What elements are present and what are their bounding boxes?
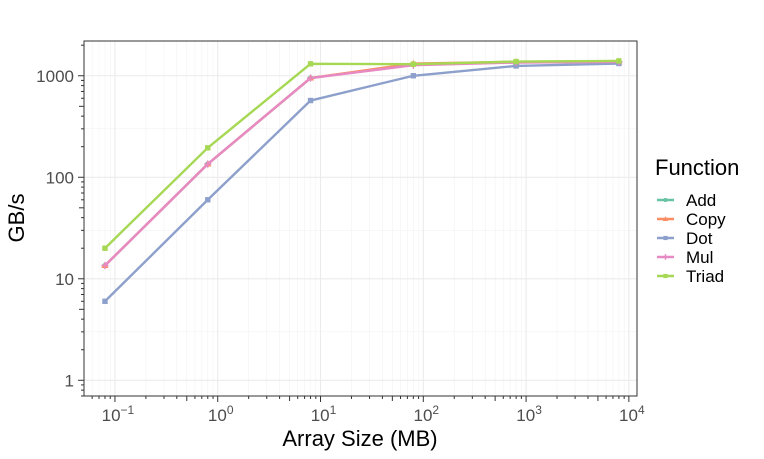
legend-label-add: Add xyxy=(686,191,716,210)
panel-border xyxy=(83,40,638,397)
data-point-triad xyxy=(307,61,314,67)
y-tick-label: 10 xyxy=(55,270,74,289)
data-point-mul xyxy=(101,261,109,270)
legend-key-marker-dot xyxy=(663,235,668,241)
legend-item-copy: Copy xyxy=(657,210,726,229)
legend-item-add: Add xyxy=(657,191,716,210)
data-point-triad xyxy=(205,145,211,151)
series-line-copy xyxy=(104,60,619,267)
series-triad xyxy=(102,58,622,251)
legend-key-marker-triad xyxy=(663,273,668,279)
grid-layer xyxy=(84,41,637,396)
legend-key-marker-mul xyxy=(662,254,669,260)
data-point-mul xyxy=(204,160,212,168)
legend-item-mul: Mul xyxy=(657,248,713,267)
series-layer xyxy=(101,58,623,304)
data-point-triad xyxy=(102,245,108,251)
data-point-dot xyxy=(307,97,314,104)
legend-label-triad: Triad xyxy=(686,267,724,286)
legend-label-dot: Dot xyxy=(686,229,713,248)
legend-item-triad: Triad xyxy=(657,267,724,286)
data-point-dot xyxy=(410,73,417,79)
x-tick-label: 100 xyxy=(208,403,234,425)
series-add xyxy=(102,58,622,269)
series-line-dot xyxy=(104,62,619,303)
series-line-triad xyxy=(104,59,619,250)
x-tick-label: 101 xyxy=(311,403,337,425)
legend-item-dot: Dot xyxy=(657,229,713,248)
y-tick-label: 100 xyxy=(46,168,74,187)
legend-key-marker-copy xyxy=(662,216,669,221)
data-point-triad xyxy=(616,58,622,64)
data-point-dot xyxy=(205,197,211,203)
y-tick-label: 1 xyxy=(65,371,74,390)
series-line-add xyxy=(104,60,619,267)
x-tick-label: 10−1 xyxy=(102,403,135,425)
series-line-mul xyxy=(104,60,619,267)
series-mul xyxy=(101,58,623,270)
axis-layer: 10−1 100 101 102 103 104 1 10 100 1000 xyxy=(36,40,645,425)
x-tick-label: 103 xyxy=(516,403,542,425)
data-point-triad xyxy=(410,61,417,67)
y-axis-title: GB/s xyxy=(4,194,29,243)
series-copy xyxy=(101,58,623,269)
x-axis-title: Array Size (MB) xyxy=(282,426,437,451)
data-point-mul xyxy=(306,74,315,82)
legend-title: Function xyxy=(655,155,739,180)
data-point-dot xyxy=(102,298,108,304)
legend-key-marker-add xyxy=(663,197,668,203)
series-dot xyxy=(102,60,622,304)
data-point-triad xyxy=(513,58,519,65)
x-tick-label: 104 xyxy=(619,403,645,425)
legend-label-copy: Copy xyxy=(686,210,726,229)
legend-label-mul: Mul xyxy=(686,248,713,267)
x-tick-label: 102 xyxy=(413,403,439,425)
y-tick-label: 1000 xyxy=(36,67,74,86)
